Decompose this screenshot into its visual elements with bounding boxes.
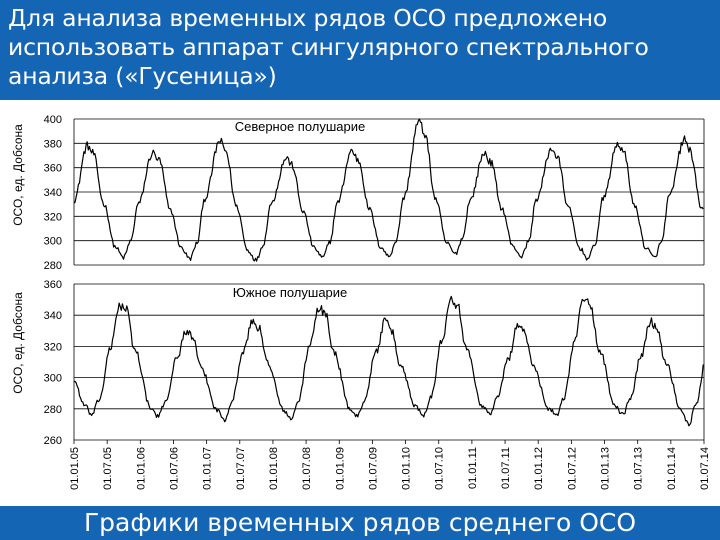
x-tick-label: 01.07.05: [102, 447, 114, 490]
x-tick-label: 01.07.08: [301, 447, 313, 490]
time-series-charts: 280 300 320 340 360 380 400 Северное полушарие…: [11, 114, 711, 490]
y-tick-label: 360: [44, 279, 62, 291]
y-tick-label: 260: [44, 435, 62, 447]
x-tick-label: 01.01.12: [533, 447, 545, 490]
y-tick-label: 320: [44, 211, 62, 223]
series-line: [73, 295, 704, 427]
northern-hemisphere-chart: 280 300 320 340 360 380 400 Северное полушарие…: [11, 114, 705, 272]
southern-hemisphere-chart: 260 280 300 320 340 360 Южное полушарие ОСО, …: [11, 279, 705, 447]
series-line: [73, 118, 704, 262]
x-tick-label: 01.07.14: [699, 447, 711, 490]
grid-south: [73, 283, 705, 441]
y-tick-label: 300: [44, 373, 62, 385]
series-south: [73, 295, 704, 427]
slide-caption: Графики временных рядов среднего ОСО: [0, 506, 720, 540]
grid-north: [73, 118, 705, 266]
y-tick-label: 340: [44, 187, 62, 199]
y-axis-label-north: ОСО, ед. Добсона: [11, 124, 25, 226]
x-tick-label: 01.07.11: [500, 447, 512, 489]
series-north: [73, 118, 704, 262]
x-tick-label: 01.01.11: [467, 447, 479, 489]
chart-title-south: Южное полушарие: [233, 285, 348, 300]
x-tick-label: 01.01.06: [135, 447, 147, 490]
y-ticks-south: 260 280 300 320 340 360: [44, 279, 62, 447]
chart-title-north: Северное полушарие: [235, 119, 366, 134]
y-tick-label: 300: [44, 236, 62, 248]
y-tick-label: 280: [44, 260, 62, 272]
y-tick-label: 320: [44, 341, 62, 353]
x-tick-label: 01.01.05: [69, 447, 81, 490]
x-tick-label: 01.07.13: [633, 447, 645, 490]
x-tick-label: 01.07.07: [235, 447, 247, 490]
x-tick-label: 01.01.14: [666, 447, 678, 490]
x-tick-label: 01.07.10: [434, 447, 446, 490]
x-tick-label: 01.07.12: [566, 447, 578, 490]
y-tick-label: 340: [44, 310, 62, 322]
x-tick-label: 01.07.06: [168, 447, 180, 490]
x-tick-label: 01.07.09: [367, 447, 379, 490]
y-axis-label-south: ОСО, ед. Добсона: [11, 292, 25, 394]
x-tick-label: 01.01.13: [600, 447, 612, 490]
x-tick-label: 01.01.09: [334, 447, 346, 490]
x-tick-label: 01.01.10: [401, 447, 413, 490]
y-tick-label: 400: [44, 114, 62, 126]
slide-title: Для анализа временных рядов ОСО предложе…: [8, 4, 649, 90]
y-tick-label: 380: [44, 138, 62, 150]
x-tick-label: 01.01.07: [202, 447, 214, 490]
y-tick-label: 280: [44, 404, 62, 416]
y-ticks-north: 280 300 320 340 360 380 400: [44, 114, 62, 272]
x-tick-labels: 01.01.05 01.07.05 01.01.06 01.07.06 01.01.07…: [69, 440, 711, 490]
y-tick-label: 360: [44, 163, 62, 175]
x-tick-label: 01.01.08: [268, 447, 280, 490]
slide-header: Для анализа временных рядов ОСО предложе…: [0, 0, 720, 100]
